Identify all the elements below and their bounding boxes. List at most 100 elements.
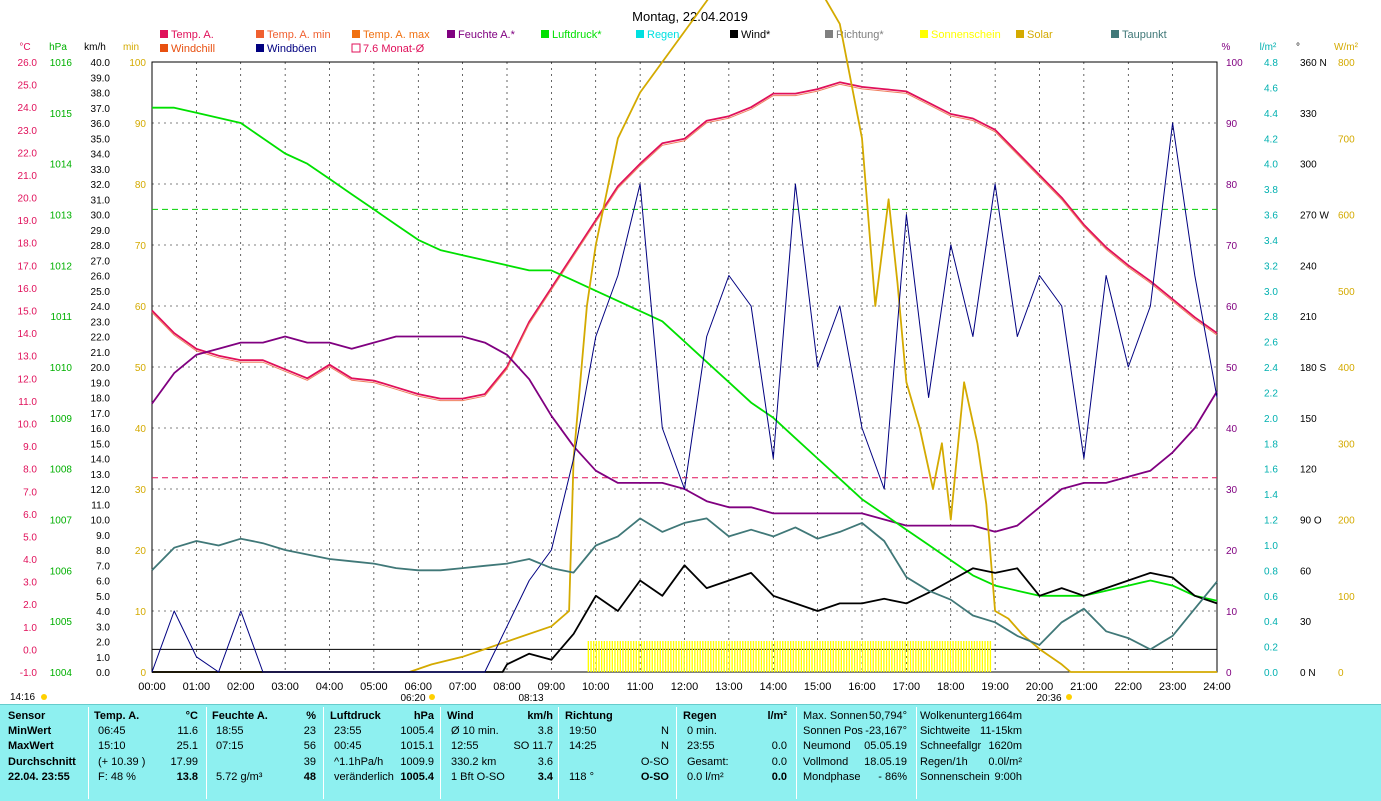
tick-label: 2.0: [23, 600, 37, 611]
stats-row: 14:25 N: [565, 739, 669, 754]
tick-label: 40.0: [91, 58, 111, 69]
stats-cell-right: 0.0: [771, 740, 787, 753]
tick-label: 18.0: [91, 394, 111, 405]
stats-header: Feuchte A.%: [212, 709, 316, 724]
tick-label: 5.0: [96, 592, 110, 603]
tick-label: 4.8: [1264, 58, 1278, 69]
stats-cell-right: 3.8: [537, 725, 553, 738]
legend-swatch: [160, 30, 168, 38]
legend-label: Taupunkt: [1122, 29, 1167, 41]
stats-separator: [676, 707, 677, 799]
series-line: [151, 81, 1218, 400]
stats-header: Sensor: [8, 710, 46, 722]
tick-label: 3.2: [1264, 261, 1278, 272]
x-tick-label: 08:00: [493, 681, 521, 693]
tick-label: 6.0: [23, 510, 37, 521]
stats-separator: [558, 707, 559, 799]
stats-header-unit: %: [306, 710, 316, 722]
stats-header: Regen l/m²: [683, 709, 787, 724]
stats-cell-right: 48: [303, 770, 316, 783]
legend-label: Luftdruck*: [552, 29, 602, 41]
stats-cell-right: O-SO: [640, 755, 669, 768]
x-tick-label: 13:00: [715, 681, 743, 693]
tick-label: 39.0: [91, 73, 111, 84]
tick-label: 0.2: [1264, 643, 1278, 654]
tick-label: -1.0: [20, 668, 38, 679]
x-tick-label: 05:00: [360, 681, 388, 693]
tick-label: 4.4: [1264, 109, 1278, 120]
legend-swatch: [636, 30, 644, 38]
legend-swatch: [920, 30, 928, 38]
tick-label: 15.0: [91, 439, 111, 450]
tick-label: 30: [1226, 485, 1238, 496]
stats-cell-right: 39: [303, 755, 316, 768]
stats-pressure-column: Luftdruck hPa 23:55 1005.4 00:45 1015.1 ^1.1hP…: [330, 709, 434, 785]
stats-row: 15:10 25.1: [94, 739, 198, 754]
stats-cell-left: Vollmond: [803, 755, 849, 768]
tick-label: 30: [1300, 617, 1312, 628]
axis-unit: W/m²: [1334, 42, 1359, 53]
tick-label: 1009: [50, 414, 73, 425]
tick-label: 300: [1338, 439, 1355, 450]
tick-label: 1.0: [96, 653, 110, 664]
x-tick-label: 01:00: [183, 681, 211, 693]
stats-row: O-SO: [565, 755, 669, 770]
stats-header-label: Luftdruck: [330, 710, 381, 722]
tick-label: 180 S: [1300, 363, 1326, 374]
stats-row: Mondphase - 86%: [803, 770, 907, 785]
axis-unit: min: [123, 42, 139, 53]
tick-label: 2.2: [1264, 388, 1278, 399]
tick-label: 70: [135, 241, 147, 252]
stats-cell-right: N: [661, 725, 669, 738]
tick-label: 13.0: [91, 470, 111, 481]
stats-row: Vollmond 18.05.19: [803, 755, 907, 770]
legend-swatch: [351, 43, 361, 53]
tick-label: 15.0: [18, 307, 38, 318]
time-marks: 14:16 06:20 08:13 20:36: [10, 692, 1072, 704]
stats-cell-left: Wolkenunterg: [920, 710, 988, 722]
tick-label: 0.4: [1264, 617, 1278, 628]
tick-label: 50: [135, 363, 147, 374]
tick-label: 0.0: [23, 645, 37, 656]
legend-label: Richtung*: [836, 29, 884, 41]
tick-label: 14.0: [18, 329, 38, 340]
stats-cell-right: 1664m: [988, 710, 1022, 722]
tick-label: 24.0: [18, 103, 38, 114]
tick-label: 1004: [50, 668, 73, 679]
legend-swatch: [447, 30, 455, 38]
legend-swatch: [541, 30, 549, 38]
tick-label: 20.0: [91, 363, 111, 374]
stats-header-unit: l/m²: [767, 710, 787, 722]
stats-row-label: 22.04. 23:55: [8, 770, 70, 783]
legend-swatch: [160, 44, 168, 52]
tick-label: 2.8: [1264, 312, 1278, 323]
stats-cell-left: 1 Bft O-SO: [451, 770, 505, 783]
stats-row: 5.72 g/m³ 48: [212, 770, 316, 785]
tick-label: 26.0: [91, 272, 111, 283]
tick-label: 2.0: [1264, 414, 1278, 425]
tick-label: 40: [135, 424, 147, 435]
sunset-icon: [1066, 694, 1072, 700]
tick-label: 3.0: [1264, 287, 1278, 298]
stats-cell-left: 23:55: [687, 740, 715, 753]
legend-label: Temp. A.: [171, 29, 214, 41]
tick-label: 210: [1300, 312, 1317, 323]
axis-units: °C hPa km/h min% l/m² ° W/m²: [19, 42, 1358, 53]
x-tick-label: 09:00: [538, 681, 566, 693]
tick-label: 19.0: [91, 378, 111, 389]
tick-label: 1013: [50, 211, 73, 222]
stats-row-label: Durchschnitt: [8, 755, 76, 768]
tick-label: 11.0: [91, 500, 110, 511]
tick-label: 14.0: [91, 455, 111, 466]
stats-cell-right: 1005.4: [400, 725, 434, 738]
legend-label: Feuchte A.*: [458, 29, 516, 41]
stats-row: Ø 10 min. 3.8: [447, 724, 553, 739]
tick-label: 60: [1300, 566, 1312, 577]
tick-label: 4.2: [1264, 134, 1278, 145]
tick-label: 1015: [50, 109, 73, 120]
stats-row: Gesamt: 0.0: [683, 755, 787, 770]
stats-misc-column: Wolkenunterg 1664m Sichtweite 11-15km Schnee…: [920, 709, 1022, 785]
axis-unit: hPa: [49, 42, 67, 53]
legend-label: Windchill: [171, 43, 215, 55]
tick-label: 3.0: [23, 578, 37, 589]
